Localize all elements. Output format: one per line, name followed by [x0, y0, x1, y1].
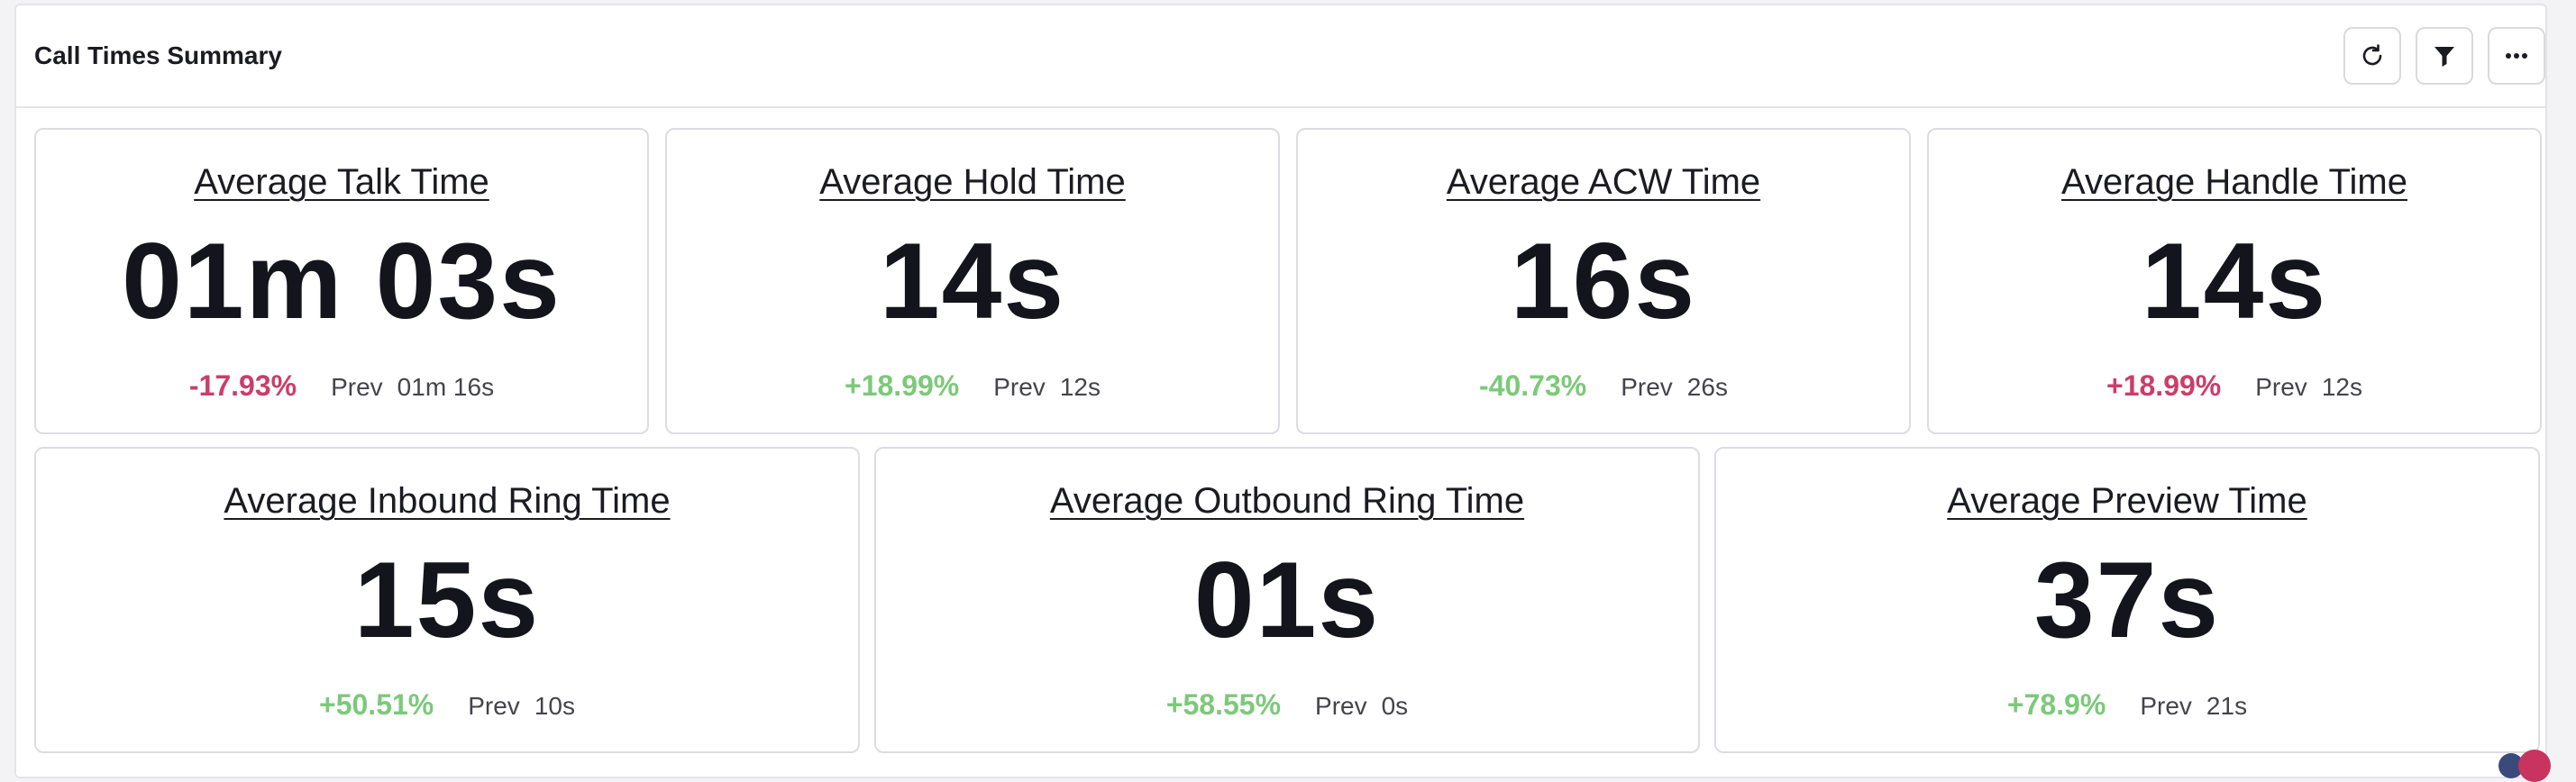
refresh-button[interactable] [2343, 27, 2401, 85]
prev-label: Prev [331, 373, 383, 401]
prev-label: Prev [1621, 373, 1673, 401]
metric-card-talk-time[interactable]: Average Talk Time 01m 03s -17.93% Prev 01m… [34, 128, 649, 434]
metric-title[interactable]: Average ACW Time [1446, 162, 1761, 202]
metric-footer: +18.99% Prev 12s [1929, 369, 2540, 403]
prev-value: 10s [534, 692, 575, 720]
metric-value: 37s [2033, 540, 2221, 660]
metric-footer: +18.99% Prev 12s [667, 369, 1278, 403]
metric-footer: -17.93% Prev 01m 16s [36, 369, 647, 403]
filter-button[interactable] [2416, 27, 2473, 85]
panel-title: Call Times Summary [34, 41, 282, 69]
metric-card-handle-time[interactable]: Average Handle Time 14s +18.99% Prev 12s [1927, 128, 2542, 434]
change-percent: +58.55% [1165, 688, 1282, 721]
prev-label: Prev [2255, 373, 2307, 401]
metric-title[interactable]: Average Outbound Ring Time [1049, 481, 1525, 521]
prev-label: Prev [2140, 692, 2192, 720]
metric-card-hold-time[interactable]: Average Hold Time 14s +18.99% Prev 12s [665, 128, 1280, 434]
metric-footer: +58.55% Prev 0s [876, 688, 1698, 722]
metric-value: 01m 03s [122, 221, 562, 341]
prev-label: Prev [1315, 692, 1367, 720]
metric-title[interactable]: Average Preview Time [1947, 481, 2307, 521]
prev-value: 12s [1059, 373, 1101, 401]
metric-value: 14s [879, 221, 1066, 341]
prev-label: Prev [993, 373, 1046, 401]
prev-label: Prev [468, 692, 520, 720]
panel-header: Call Times Summary [16, 5, 2545, 108]
metric-footer: +78.9% Prev 21s [1716, 688, 2538, 722]
metric-title[interactable]: Average Handle Time [2061, 162, 2407, 202]
metric-card-inbound-ring-time[interactable]: Average Inbound Ring Time 15s +50.51% Pre… [34, 447, 860, 753]
metric-title[interactable]: Average Inbound Ring Time [224, 481, 671, 521]
metric-value: 16s [1510, 221, 1697, 341]
metric-card-preview-time[interactable]: Average Preview Time 37s +78.9% Prev 21s [1714, 447, 2540, 753]
more-icon [2502, 41, 2531, 70]
metric-footer: +50.51% Prev 10s [36, 688, 858, 722]
prev-value: 01m 16s [397, 373, 495, 401]
metric-value: 14s [2141, 221, 2328, 341]
prev-value: 12s [2321, 373, 2362, 401]
metric-value: 15s [353, 540, 541, 660]
change-percent: +50.51% [319, 688, 434, 721]
metric-title[interactable]: Average Hold Time [819, 162, 1126, 202]
metric-card-acw-time[interactable]: Average ACW Time 16s -40.73% Prev 26s [1296, 128, 1911, 434]
prev-value: 26s [1686, 373, 1728, 401]
notification-badge[interactable] [2518, 750, 2551, 782]
metric-value: 01s [1193, 540, 1381, 660]
filter-icon [2430, 41, 2459, 70]
prev-value: 21s [2206, 692, 2248, 720]
metric-title[interactable]: Average Talk Time [194, 162, 489, 202]
metric-footer: -40.73% Prev 26s [1298, 369, 1909, 403]
call-times-summary-panel: Call Times Summary [14, 4, 2547, 778]
change-percent: -40.73% [1479, 369, 1587, 402]
prev-value: 0s [1381, 692, 1409, 720]
refresh-icon [2358, 41, 2387, 70]
change-percent: +18.99% [845, 369, 960, 402]
more-options-button[interactable] [2488, 27, 2545, 85]
change-percent: +18.99% [2106, 369, 2222, 402]
metric-card-outbound-ring-time[interactable]: Average Outbound Ring Time 01s +58.55% Pr… [874, 447, 1700, 753]
change-percent: -17.93% [188, 369, 297, 402]
change-percent: +78.9% [2006, 688, 2106, 721]
